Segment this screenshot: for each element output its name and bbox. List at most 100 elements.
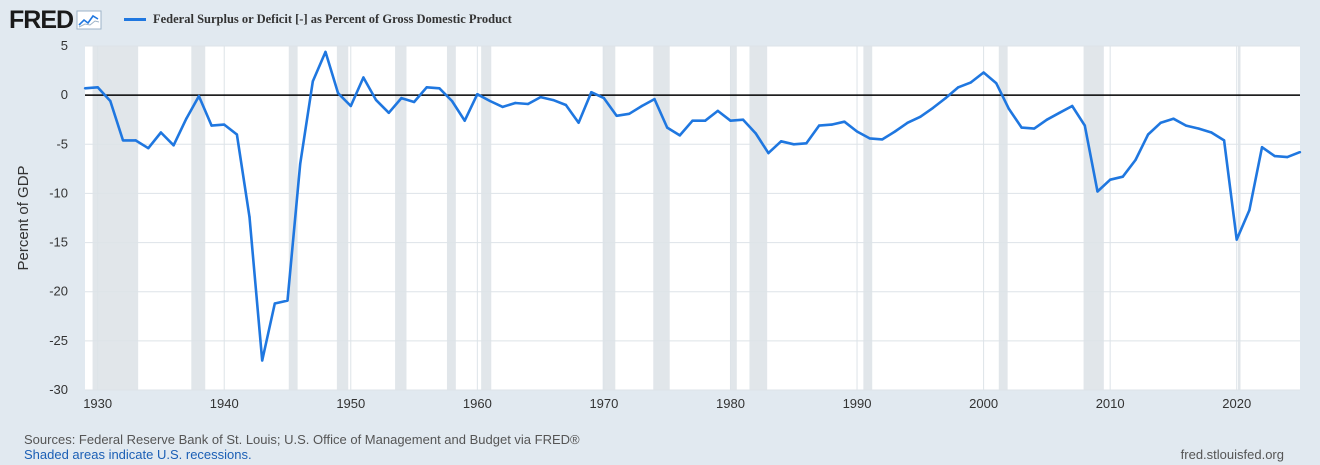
data-point[interactable] [1159, 121, 1162, 124]
data-point[interactable] [1146, 133, 1150, 136]
line-chart[interactable]: 5 0 -5 -10 -15 -20 -25 -30 1930 1940 1950 1960 1970… [0, 0, 1320, 430]
data-point[interactable] [982, 71, 985, 74]
data-point[interactable] [1096, 190, 1099, 193]
data-point[interactable] [172, 144, 175, 147]
data-point[interactable] [628, 112, 631, 116]
data-point[interactable] [197, 94, 201, 98]
data-point[interactable] [526, 102, 530, 106]
data-point[interactable] [438, 87, 441, 90]
data-point[interactable] [109, 99, 112, 103]
data-point[interactable] [298, 162, 302, 166]
data-point[interactable] [425, 86, 428, 89]
data-point[interactable] [691, 119, 694, 122]
data-point[interactable] [121, 139, 125, 142]
data-point[interactable] [779, 140, 783, 143]
data-point[interactable] [602, 96, 606, 100]
data-point[interactable] [805, 142, 808, 145]
data-point[interactable] [539, 95, 542, 99]
data-point[interactable] [817, 124, 821, 127]
data-point[interactable] [488, 99, 492, 103]
data-point[interactable] [1184, 124, 1188, 127]
data-point[interactable] [248, 215, 251, 219]
data-point[interactable] [1298, 150, 1302, 154]
data-point[interactable] [1058, 111, 1061, 115]
recession-note-link[interactable]: Shaded areas indicate U.S. recessions. [24, 447, 252, 462]
data-point[interactable] [96, 86, 99, 89]
data-point[interactable] [830, 123, 833, 126]
data-point[interactable] [754, 132, 757, 135]
data-point[interactable] [716, 109, 720, 113]
data-point[interactable] [1020, 126, 1023, 129]
data-point[interactable] [235, 133, 239, 136]
data-point[interactable] [1197, 127, 1200, 130]
data-point[interactable] [210, 124, 213, 127]
data-point[interactable] [185, 117, 188, 120]
data-point[interactable] [311, 80, 315, 83]
data-point[interactable] [349, 104, 352, 108]
data-point[interactable] [640, 104, 644, 108]
data-point[interactable] [514, 101, 517, 105]
data-point[interactable] [134, 139, 137, 142]
data-point[interactable] [1248, 208, 1251, 212]
data-point[interactable] [1235, 238, 1238, 241]
data-point[interactable] [476, 92, 479, 96]
data-point[interactable] [324, 50, 327, 54]
data-point[interactable] [1108, 178, 1112, 181]
data-point[interactable] [412, 100, 416, 104]
data-point[interactable] [336, 91, 340, 95]
data-point[interactable] [577, 121, 580, 124]
data-point[interactable] [1210, 131, 1213, 134]
data-point[interactable] [893, 130, 897, 133]
data-point[interactable] [944, 96, 947, 100]
data-point[interactable] [159, 131, 163, 134]
data-point[interactable] [400, 96, 403, 100]
data-point[interactable] [590, 90, 593, 94]
data-point[interactable] [855, 130, 859, 133]
data-point[interactable] [147, 147, 150, 150]
data-point[interactable] [931, 106, 935, 110]
data-point[interactable] [450, 99, 454, 103]
data-point[interactable] [1222, 139, 1226, 142]
data-point[interactable] [1070, 104, 1074, 108]
data-point[interactable] [273, 302, 277, 305]
data-point[interactable] [881, 138, 884, 141]
data-point[interactable] [552, 98, 555, 102]
data-point[interactable] [906, 121, 909, 124]
data-point[interactable] [729, 119, 732, 122]
data-point[interactable] [957, 86, 960, 89]
data-point[interactable] [919, 115, 922, 118]
data-point[interactable] [387, 111, 390, 115]
data-point[interactable] [741, 118, 745, 121]
data-point[interactable] [1121, 175, 1125, 178]
data-point[interactable] [362, 76, 365, 79]
data-point[interactable] [767, 151, 770, 155]
chart-legend[interactable]: Federal Surplus or Deficit [-] as Percen… [124, 12, 512, 27]
data-point[interactable] [83, 87, 87, 90]
data-point[interactable] [1083, 124, 1087, 127]
data-point[interactable] [1007, 107, 1011, 111]
data-point[interactable] [564, 103, 568, 107]
data-point[interactable] [665, 126, 669, 129]
data-point[interactable] [463, 119, 466, 122]
data-point[interactable] [223, 123, 226, 126]
data-point[interactable] [501, 105, 504, 109]
data-point[interactable] [260, 359, 264, 362]
data-point[interactable] [792, 143, 795, 146]
data-point[interactable] [995, 82, 998, 85]
data-point[interactable] [703, 119, 707, 122]
data-point[interactable] [286, 299, 289, 302]
data-point[interactable] [1045, 118, 1049, 121]
data-point[interactable] [653, 97, 656, 101]
site-link[interactable]: fred.stlouisfed.org [1180, 447, 1284, 462]
data-point[interactable] [1134, 158, 1137, 162]
data-point[interactable] [1033, 127, 1036, 130]
data-point[interactable] [843, 120, 846, 123]
data-point[interactable] [1273, 154, 1276, 158]
data-point[interactable] [374, 98, 378, 102]
data-point[interactable] [615, 114, 618, 117]
data-point[interactable] [1260, 146, 1264, 149]
fred-logo[interactable]: FRED [9, 6, 102, 34]
data-point[interactable] [1172, 117, 1175, 120]
data-point[interactable] [868, 137, 871, 140]
data-point[interactable] [678, 134, 682, 137]
